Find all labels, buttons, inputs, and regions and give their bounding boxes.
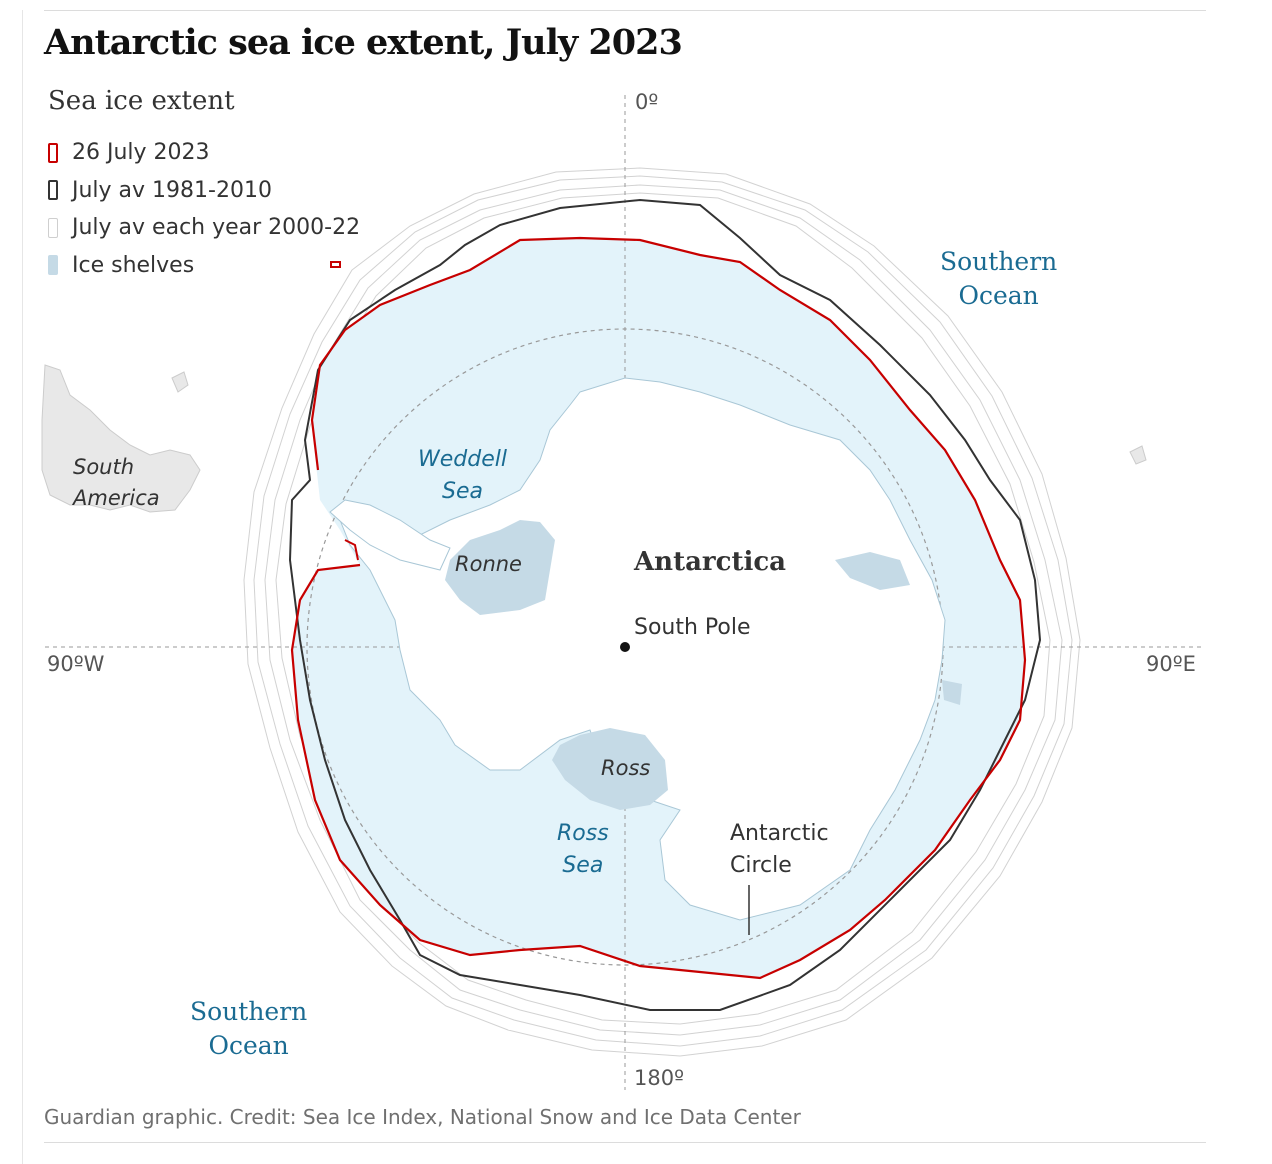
- weddell-sea-label: Weddell Sea: [418, 447, 507, 504]
- legend-item-2023: 26 July 2023: [48, 134, 360, 172]
- falkland-islands: [171, 371, 189, 393]
- legend-item-average: July av 1981-2010: [48, 172, 360, 210]
- credit-line: Guardian graphic. Credit: Sea Ice Index,…: [44, 1105, 801, 1129]
- southern-ocean-label-sw: Southern Ocean: [190, 997, 308, 1060]
- legend-swatch-ice-shelves: [48, 255, 58, 276]
- ronne-ice-shelf: [445, 520, 555, 615]
- south-pole-label: South Pole: [634, 615, 751, 640]
- south-pole-marker: [620, 642, 630, 652]
- axis-label-180: 180º: [634, 1066, 684, 1090]
- legend-swatch-average: [48, 180, 58, 201]
- legend-swatch-yearly: [48, 217, 58, 238]
- legend-label-2023: 26 July 2023: [72, 140, 210, 166]
- axis-label-90w: 90ºW: [47, 652, 105, 676]
- ross-sea-label: Ross Sea: [557, 821, 609, 878]
- axis-label-0: 0º: [635, 90, 659, 114]
- chart-title: Antarctic sea ice extent, July 2023: [44, 22, 683, 63]
- amery-ice-shelf: [835, 552, 910, 590]
- antarctic-peninsula: [329, 499, 451, 571]
- average-1981-2010-line: [288, 198, 1042, 1011]
- legend-title: Sea ice extent: [48, 86, 235, 116]
- legend-swatch-2023: [48, 142, 58, 163]
- antarctic-circle-label: Antarctic Circle: [730, 821, 829, 878]
- legend-item-yearly: July av each year 2000-22: [48, 209, 360, 247]
- ross-shelf-label: Ross: [601, 756, 651, 780]
- top-rule: [44, 10, 1206, 11]
- left-rule: [22, 10, 23, 1164]
- southern-ocean-label-ne: Southern Ocean: [940, 247, 1058, 310]
- legend: Sea ice extent 26 July 2023 July av 1981…: [48, 86, 360, 284]
- ronne-label: Ronne: [455, 552, 522, 576]
- legend-label-ice-shelves: Ice shelves: [72, 252, 195, 278]
- shackleton-ice-shelf: [942, 680, 962, 705]
- antarctica-label: Antarctica: [634, 547, 787, 577]
- legend-label-average: July av 1981-2010: [72, 177, 272, 203]
- south-america-landmass: [41, 364, 201, 513]
- yearly-extent-band: [243, 167, 1081, 1057]
- extent-2023-island: [330, 261, 341, 268]
- extent-2023-line: [290, 236, 1027, 980]
- bottom-rule: [44, 1142, 1206, 1143]
- axis-label-90e: 90ºE: [1146, 652, 1196, 676]
- legend-label-yearly: July av each year 2000-22: [72, 215, 361, 241]
- south-america-label: South America: [73, 455, 160, 510]
- extent-2023-peninsula: [344, 539, 359, 561]
- ross-ice-shelf: [552, 728, 668, 810]
- kerguelen-island: [1129, 445, 1147, 465]
- legend-item-ice-shelves: Ice shelves: [48, 247, 360, 285]
